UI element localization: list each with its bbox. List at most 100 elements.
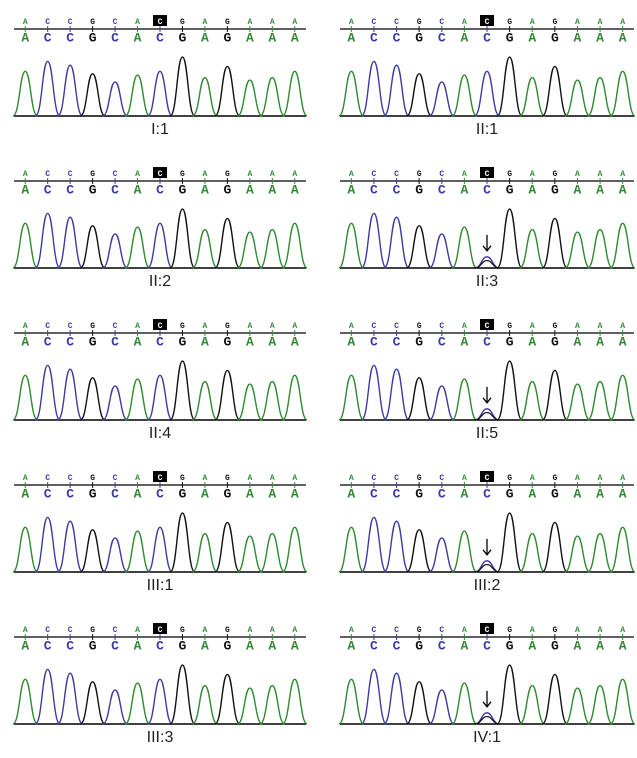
base-call: A bbox=[596, 334, 604, 349]
base-call: G bbox=[179, 638, 187, 653]
base-call-small: C bbox=[68, 170, 73, 179]
peak bbox=[148, 223, 173, 268]
peak bbox=[237, 80, 262, 116]
peak bbox=[260, 686, 285, 724]
base-call-small: A bbox=[292, 626, 297, 635]
peak bbox=[565, 384, 590, 420]
peak bbox=[35, 61, 60, 116]
base-call: C bbox=[370, 30, 378, 45]
base-call: G bbox=[223, 182, 231, 197]
base-call: A bbox=[347, 334, 355, 349]
base-call: A bbox=[134, 638, 142, 653]
peak bbox=[282, 375, 307, 420]
base-call-small: C bbox=[372, 170, 377, 179]
base-call: C bbox=[438, 182, 446, 197]
base-call-small: A bbox=[349, 18, 354, 27]
base-call-small: A bbox=[247, 474, 252, 483]
base-call: A bbox=[619, 182, 627, 197]
base-call: G bbox=[551, 638, 559, 653]
base-call: C bbox=[483, 334, 491, 349]
base-call: A bbox=[246, 638, 254, 653]
base-call: A bbox=[596, 30, 604, 45]
base-call-small: A bbox=[23, 474, 28, 483]
peak bbox=[58, 217, 83, 268]
peak bbox=[542, 66, 567, 116]
peak bbox=[610, 527, 635, 572]
peak bbox=[565, 536, 590, 572]
peak bbox=[80, 226, 105, 268]
base-call: A bbox=[347, 182, 355, 197]
peak bbox=[475, 71, 500, 116]
mutation-arrow bbox=[483, 691, 491, 707]
base-call-small: A bbox=[270, 170, 275, 179]
peak bbox=[103, 386, 128, 420]
base-call-small: C bbox=[158, 170, 163, 179]
base-call-small: C bbox=[113, 18, 118, 27]
base-call: A bbox=[134, 30, 142, 45]
peak bbox=[610, 375, 635, 420]
peak bbox=[13, 223, 38, 268]
base-call: A bbox=[134, 334, 142, 349]
base-call-small: C bbox=[158, 322, 163, 331]
peak bbox=[384, 673, 409, 724]
peak bbox=[125, 379, 150, 420]
base-call: C bbox=[438, 638, 446, 653]
base-call: G bbox=[89, 334, 97, 349]
base-call: A bbox=[21, 30, 29, 45]
base-call: A bbox=[134, 182, 142, 197]
peak bbox=[565, 232, 590, 268]
peak bbox=[35, 669, 60, 724]
base-call: G bbox=[551, 486, 559, 501]
peak bbox=[407, 378, 432, 420]
base-call: A bbox=[246, 182, 254, 197]
peak bbox=[35, 517, 60, 572]
peak bbox=[148, 679, 173, 724]
base-call-small: A bbox=[247, 170, 252, 179]
base-call: A bbox=[201, 30, 209, 45]
base-call: C bbox=[393, 182, 401, 197]
peak bbox=[339, 71, 364, 116]
base-call: A bbox=[291, 638, 299, 653]
peak bbox=[520, 230, 545, 268]
base-call-small: C bbox=[439, 474, 444, 483]
peak bbox=[429, 234, 454, 268]
base-call-small: A bbox=[598, 18, 603, 27]
peak bbox=[13, 71, 38, 116]
base-call-small: A bbox=[135, 18, 140, 27]
peak bbox=[215, 522, 240, 572]
peak bbox=[125, 227, 150, 268]
base-call-small: A bbox=[620, 322, 625, 331]
peak-secondary bbox=[475, 261, 500, 268]
base-call-small: A bbox=[575, 322, 580, 331]
base-call: G bbox=[415, 334, 423, 349]
base-call: C bbox=[393, 30, 401, 45]
base-call-small: G bbox=[225, 322, 230, 331]
base-call: A bbox=[574, 182, 582, 197]
base-call: G bbox=[179, 30, 187, 45]
base-call-small: A bbox=[292, 18, 297, 27]
peak bbox=[361, 365, 386, 420]
base-call-small: A bbox=[203, 626, 208, 635]
base-call-small: A bbox=[530, 474, 535, 483]
peak bbox=[588, 534, 613, 572]
peak bbox=[497, 513, 522, 572]
base-call-small: C bbox=[439, 18, 444, 27]
peak bbox=[497, 361, 522, 420]
base-call: C bbox=[156, 182, 164, 197]
base-call: A bbox=[574, 638, 582, 653]
panel-label: I:1 bbox=[151, 121, 169, 138]
base-call: C bbox=[111, 30, 119, 45]
peak bbox=[339, 223, 364, 268]
peak bbox=[260, 534, 285, 572]
peak bbox=[58, 369, 83, 420]
base-call-small: C bbox=[45, 626, 50, 635]
peak-secondary bbox=[475, 717, 500, 724]
base-call-small: G bbox=[552, 170, 557, 179]
base-call: A bbox=[291, 334, 299, 349]
peak bbox=[237, 232, 262, 268]
base-call-small: G bbox=[552, 474, 557, 483]
base-call: C bbox=[483, 182, 491, 197]
peak bbox=[13, 679, 38, 724]
